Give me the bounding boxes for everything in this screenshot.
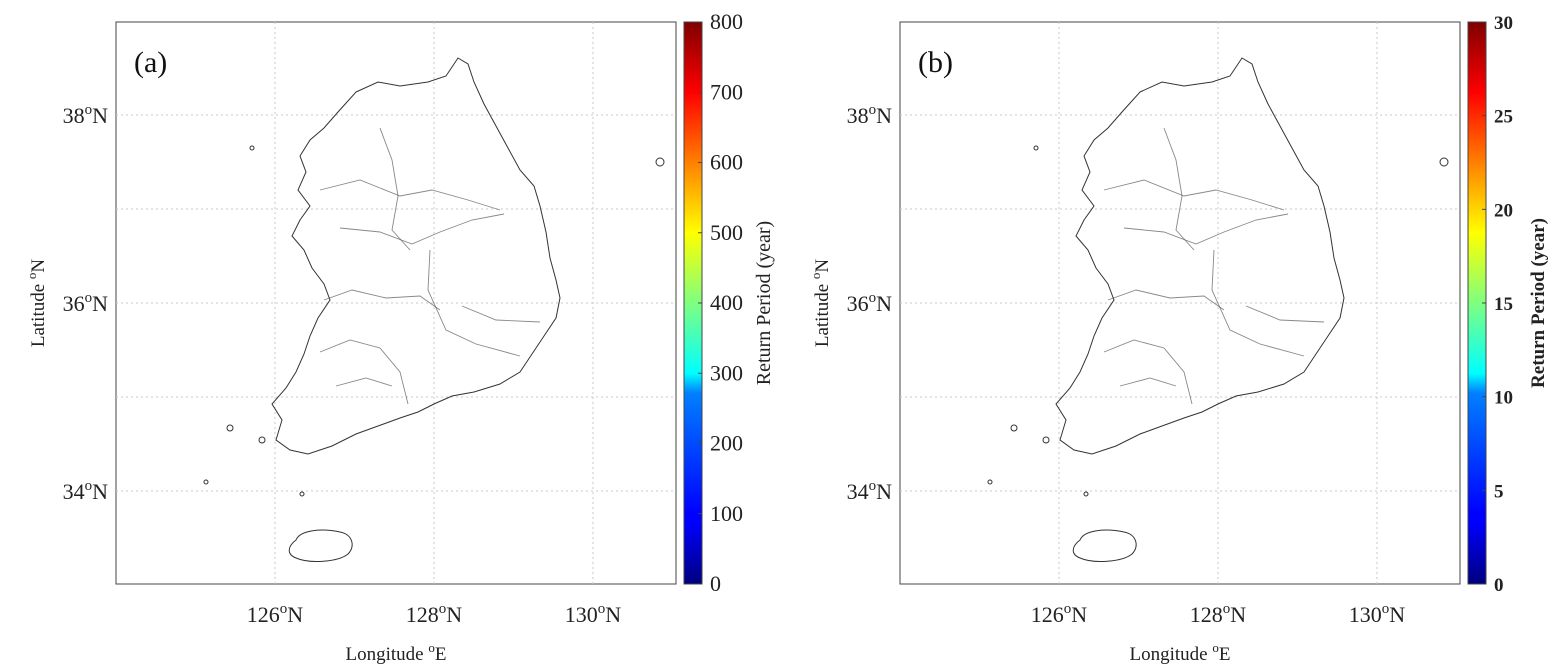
lat-tick-label: 36oN (847, 290, 893, 316)
province-boundaries (1103, 127, 1325, 405)
province-boundary (1119, 377, 1177, 387)
x-axis-label: Longitude oE (346, 640, 447, 665)
province-boundaries (319, 127, 541, 405)
province-boundary (379, 127, 411, 251)
colorbar-tick-label: 500 (710, 220, 743, 245)
panel-label: (b) (918, 46, 953, 79)
province-boundary (1211, 249, 1305, 357)
lat-tick-label: 34oN (847, 478, 893, 504)
colorbar-label: Return Period (year) (1528, 218, 1549, 388)
province-boundary (319, 339, 409, 405)
colorbar-tick-label: 25 (1494, 107, 1513, 128)
lat-tick-label: 38oN (63, 102, 109, 128)
colorbar-label: Return Period (year) (753, 221, 775, 385)
lon-tick-label: 128oN (406, 601, 463, 627)
province-boundary (319, 179, 501, 211)
panel-a: (a) 38oN 36oN 34oN 126oN 128oN 130oN Latitude o… (24, 9, 775, 665)
province-boundary (461, 305, 541, 323)
x-axis-label: Longitude oE (1130, 640, 1231, 665)
lat-tick-label: 38oN (847, 102, 893, 128)
y-axis-label: Latitude oN (808, 259, 833, 348)
province-boundary (1103, 179, 1285, 211)
province-boundary (335, 377, 393, 387)
panel-b: (b) 38oN 36oN 34oN 126oN 128oN 130oN Latitude o… (808, 13, 1549, 665)
colorbar-tick-label: 15 (1494, 294, 1513, 315)
panel-label: (a) (134, 46, 167, 79)
colorbar-tick-label: 0 (710, 571, 721, 596)
colorbar-tick-label: 10 (1494, 388, 1513, 409)
province-boundary (323, 289, 441, 311)
lat-tick-label: 34oN (63, 478, 109, 504)
colorbar-tick-label: 700 (710, 79, 743, 104)
lon-tick-label: 130oN (1349, 601, 1406, 627)
lon-tick-label: 130oN (565, 601, 622, 627)
province-boundary (339, 213, 505, 245)
colorbar: 0 100 200 300 400 500 600 700 800 Return Period (… (683, 9, 775, 596)
lon-tick-label: 126oN (1031, 601, 1088, 627)
colorbar-tick-label: 400 (710, 290, 743, 315)
colorbar-tick-label: 800 (710, 9, 743, 34)
colorbar-tick-label: 600 (710, 150, 743, 175)
colorbar-tick-label: 0 (1494, 575, 1504, 596)
province-boundary (427, 249, 521, 357)
colorbar-tick-label: 20 (1494, 200, 1513, 221)
lon-tick-label: 126oN (247, 601, 304, 627)
colorbar-tick-label: 30 (1494, 13, 1513, 34)
colorbar-tick-label: 5 (1494, 481, 1504, 502)
province-boundary (1163, 127, 1195, 251)
colorbar-tick-label: 100 (710, 501, 743, 526)
lat-tick-label: 36oN (63, 290, 109, 316)
colorbar-tick-label: 200 (710, 431, 743, 456)
colorbar: 0 5 10 15 20 25 30 Return Period (year) (1467, 13, 1549, 596)
lon-tick-label: 128oN (1190, 601, 1247, 627)
colorbar-tick-label: 300 (710, 360, 743, 385)
province-boundary (1107, 289, 1225, 311)
y-axis-label: Latitude oN (24, 259, 49, 348)
province-boundary (1123, 213, 1289, 245)
province-boundary (1103, 339, 1193, 405)
province-boundary (1245, 305, 1325, 323)
